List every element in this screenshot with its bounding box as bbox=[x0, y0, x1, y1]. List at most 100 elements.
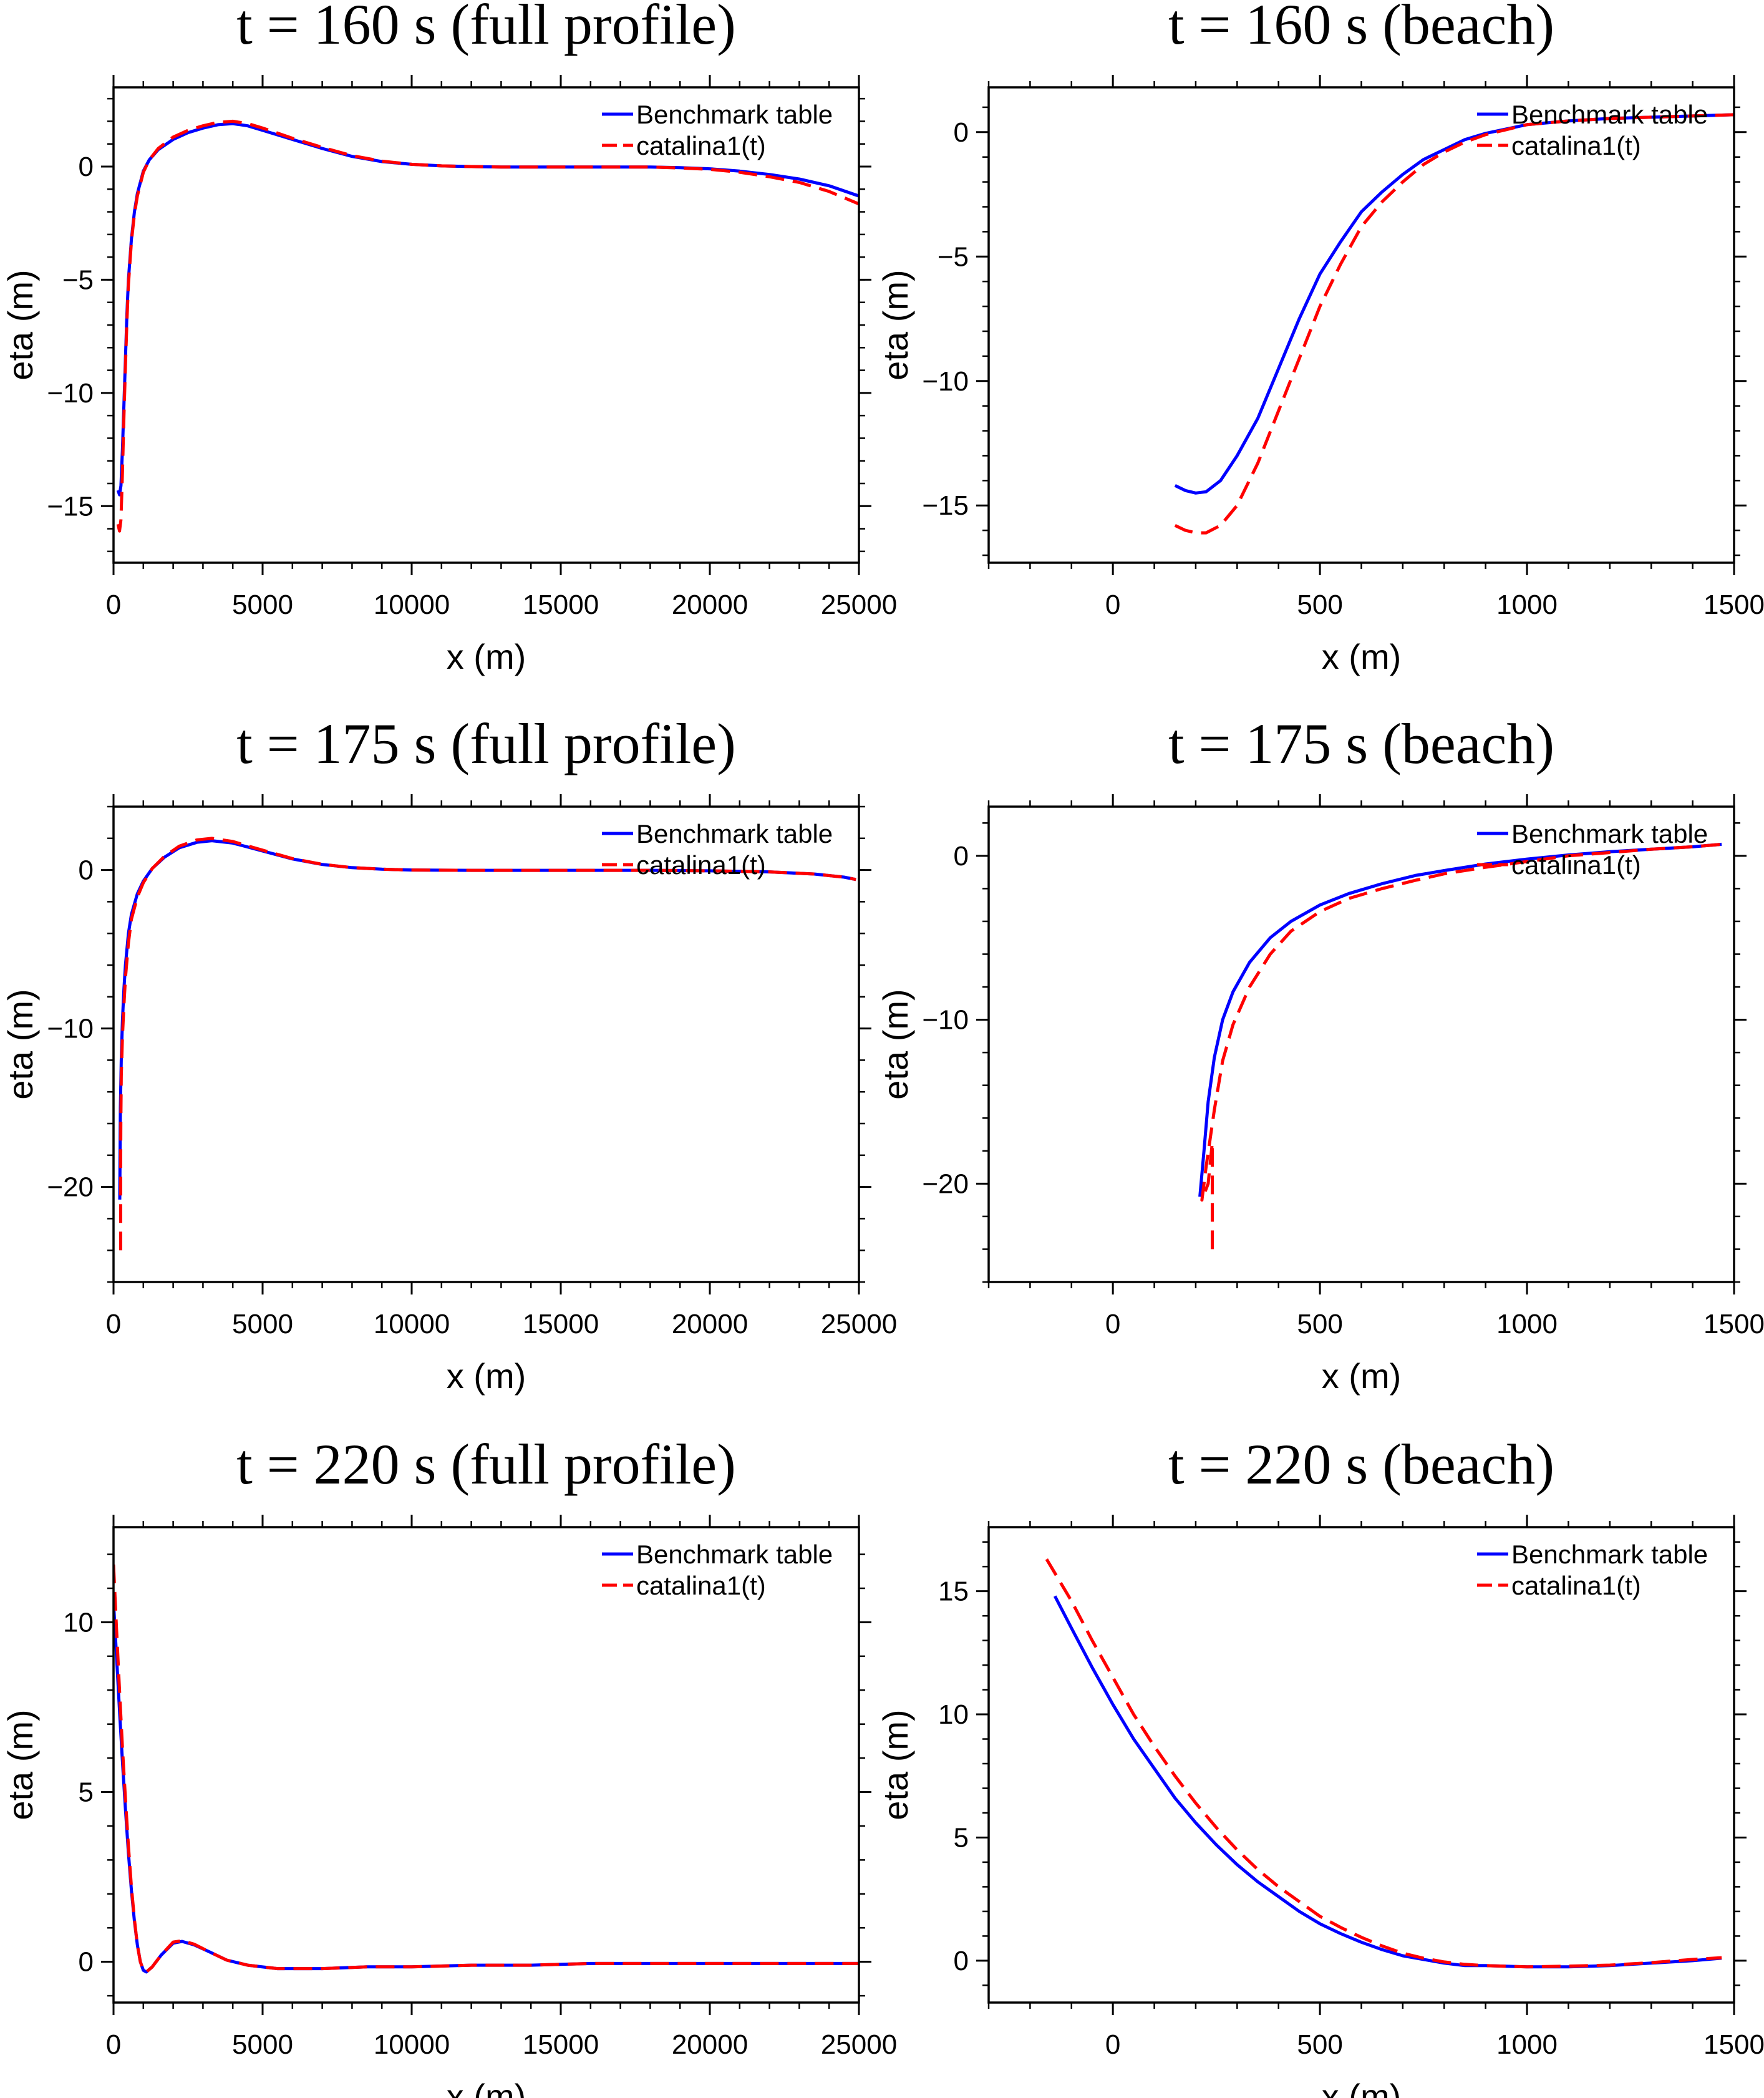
x-tick-label: 25000 bbox=[821, 1309, 897, 1339]
x-tick-label: 0 bbox=[106, 590, 121, 620]
x-tick-label: 0 bbox=[1105, 2029, 1120, 2060]
y-tick-label: 0 bbox=[954, 1946, 969, 1976]
x-tick-label: 10000 bbox=[374, 1309, 450, 1339]
y-tick-label: 5 bbox=[954, 1822, 969, 1853]
x-axis-label: x (m) bbox=[1322, 637, 1402, 676]
x-tick-label: 15000 bbox=[523, 590, 599, 620]
chart-title: t = 160 s (full profile) bbox=[236, 0, 736, 56]
y-tick-label: −15 bbox=[922, 490, 969, 521]
legend-label: catalina1(t) bbox=[1511, 850, 1641, 880]
legend-label: Benchmark table bbox=[1511, 1540, 1708, 1569]
series-line-catalina1 bbox=[119, 837, 856, 1251]
y-axis-label: eta (m) bbox=[876, 989, 915, 1099]
y-tick-label: −15 bbox=[47, 491, 94, 522]
series-line-benchmark bbox=[118, 839, 856, 1200]
x-tick-label: 20000 bbox=[672, 1309, 748, 1339]
plot-frame bbox=[112, 86, 860, 564]
x-tick-label: 0 bbox=[1105, 590, 1120, 620]
legend-label: Benchmark table bbox=[636, 1540, 833, 1569]
legend-label: catalina1(t) bbox=[636, 131, 766, 160]
chart-panel-6: t = 220 s (beach) 0 500 1000 1500 0 5 10 15 x (m)… bbox=[876, 1432, 1764, 2098]
series-line-catalina1 bbox=[114, 1564, 859, 1974]
legend-label: Benchmark table bbox=[636, 100, 833, 129]
x-tick-label: 20000 bbox=[672, 590, 748, 620]
x-tick-label: 20000 bbox=[672, 2029, 748, 2060]
x-tick-label: 25000 bbox=[821, 2029, 897, 2060]
y-tick-label: 0 bbox=[954, 841, 969, 872]
series-line-benchmark bbox=[114, 1601, 859, 1974]
series-line-benchmark bbox=[1198, 842, 1722, 1197]
plot-frame bbox=[112, 805, 860, 1283]
series-line-catalina1 bbox=[116, 119, 859, 533]
x-tick-label: 25000 bbox=[821, 590, 897, 620]
y-tick-label: 0 bbox=[79, 1947, 94, 1978]
x-tick-label: 1500 bbox=[1703, 1309, 1764, 1339]
chart-panel-1: t = 160 s (full profile) 0 5000 10000 15000 2… bbox=[1, 0, 897, 676]
x-axis-label: x (m) bbox=[447, 637, 526, 676]
series-line-catalina1 bbox=[1045, 1558, 1722, 1969]
plot-area bbox=[118, 837, 856, 1251]
chart-title: t = 220 s (full profile) bbox=[236, 1432, 736, 1496]
x-tick-label: 1000 bbox=[1496, 2029, 1558, 2060]
chart-panel-5: t = 220 s (full profile) 0 5000 10000 15000 2… bbox=[1, 1432, 897, 2098]
chart-panel-3: t = 175 s (full profile) 0 5000 10000 15000 2… bbox=[1, 712, 897, 1396]
legend-label: Benchmark table bbox=[636, 819, 833, 848]
x-tick-label: 500 bbox=[1297, 2029, 1342, 2060]
x-tick-label: 500 bbox=[1297, 590, 1342, 620]
x-tick-label: 0 bbox=[106, 2029, 121, 2060]
x-tick-label: 1500 bbox=[1703, 2029, 1764, 2060]
y-tick-label: 0 bbox=[954, 117, 969, 148]
y-tick-label: 10 bbox=[938, 1699, 969, 1730]
plot-area bbox=[1198, 842, 1722, 1250]
y-axis-label: eta (m) bbox=[1, 1709, 40, 1820]
y-axis-label: eta (m) bbox=[876, 1709, 915, 1820]
legend-label: catalina1(t) bbox=[1511, 131, 1641, 160]
chart-title: t = 160 s (beach) bbox=[1168, 0, 1554, 56]
y-tick-label: −5 bbox=[62, 265, 94, 295]
x-tick-label: 10000 bbox=[374, 2029, 450, 2060]
plot-area bbox=[114, 1564, 859, 1974]
plot-frame bbox=[112, 1526, 860, 2004]
chart-title: t = 175 s (full profile) bbox=[236, 712, 736, 775]
legend-label: catalina1(t) bbox=[636, 1571, 766, 1600]
series-line-benchmark bbox=[1174, 113, 1734, 495]
chart-panel-2: t = 160 s (beach) 0 500 1000 1500 0 −5 −10 −15 x … bbox=[876, 0, 1764, 676]
plot-frame bbox=[987, 86, 1735, 564]
y-tick-label: −10 bbox=[922, 1005, 969, 1036]
y-tick-label: 0 bbox=[79, 855, 94, 886]
series-line-catalina1 bbox=[1174, 113, 1734, 535]
x-axis-label: x (m) bbox=[1322, 2077, 1402, 2098]
y-tick-label: −10 bbox=[47, 1014, 94, 1044]
legend-label: Benchmark table bbox=[1511, 819, 1708, 848]
y-tick-label: 15 bbox=[938, 1576, 969, 1607]
x-tick-label: 5000 bbox=[232, 1309, 293, 1339]
x-tick-label: 0 bbox=[1105, 1309, 1120, 1339]
x-tick-label: 1500 bbox=[1703, 590, 1764, 620]
y-axis-label: eta (m) bbox=[1, 989, 40, 1099]
x-tick-label: 15000 bbox=[523, 2029, 599, 2060]
x-tick-label: 5000 bbox=[232, 2029, 293, 2060]
y-tick-label: −10 bbox=[922, 366, 969, 397]
x-tick-label: 1000 bbox=[1496, 590, 1558, 620]
legend-label: catalina1(t) bbox=[1511, 1571, 1641, 1600]
y-tick-label: 10 bbox=[63, 1607, 94, 1638]
legend-label: catalina1(t) bbox=[636, 850, 766, 880]
series-line-benchmark bbox=[116, 122, 859, 497]
y-tick-label: 0 bbox=[79, 152, 94, 182]
series-line-benchmark bbox=[1053, 1595, 1722, 1969]
plot-area bbox=[1174, 113, 1734, 535]
chart-title: t = 220 s (beach) bbox=[1168, 1432, 1554, 1496]
y-tick-label: −20 bbox=[922, 1168, 969, 1199]
y-tick-label: −20 bbox=[47, 1172, 94, 1203]
y-tick-label: 5 bbox=[79, 1777, 94, 1808]
x-tick-label: 10000 bbox=[374, 590, 450, 620]
plot-area bbox=[116, 119, 859, 533]
chart-panel-4: t = 175 s (beach) 0 500 1000 1500 0 −10 −20 x (m… bbox=[876, 712, 1764, 1396]
plot-frame bbox=[987, 805, 1735, 1283]
x-axis-label: x (m) bbox=[1322, 1356, 1402, 1396]
x-axis-label: x (m) bbox=[447, 1356, 526, 1396]
y-axis-label: eta (m) bbox=[1, 270, 40, 380]
legend-label: Benchmark table bbox=[1511, 100, 1708, 129]
y-axis-label: eta (m) bbox=[876, 270, 915, 380]
